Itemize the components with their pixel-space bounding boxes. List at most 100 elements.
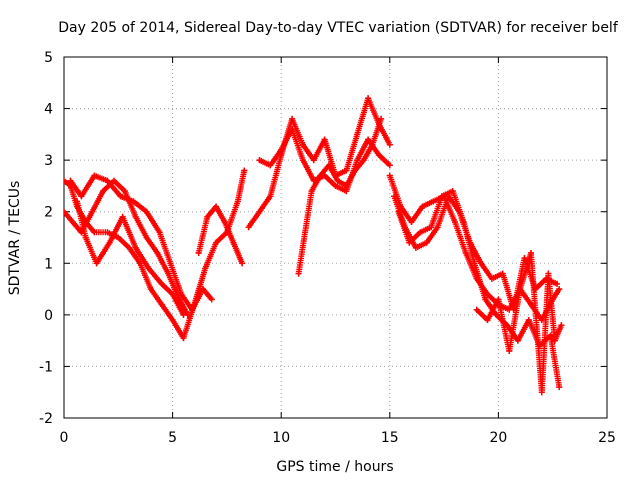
data-point	[278, 146, 285, 153]
data-point	[386, 162, 393, 169]
data-point	[169, 291, 176, 298]
data-point	[117, 193, 124, 200]
data-point	[310, 157, 317, 164]
x-tick-label: 0	[60, 430, 69, 446]
series-track-5	[195, 203, 246, 267]
data-point	[178, 291, 185, 298]
data-point	[202, 265, 209, 272]
data-point	[547, 332, 554, 339]
data-point	[417, 229, 424, 236]
data-point	[386, 172, 393, 179]
data-point	[343, 188, 350, 195]
series-markers	[64, 177, 191, 318]
x-tick-label: 10	[272, 430, 290, 446]
data-point	[189, 306, 196, 313]
data-point	[93, 260, 100, 267]
data-point	[299, 141, 306, 148]
data-point	[180, 335, 187, 342]
data-point	[499, 270, 506, 277]
data-point	[302, 229, 309, 236]
series-markers	[295, 115, 385, 277]
x-tick-label: 25	[598, 430, 616, 446]
data-point	[91, 172, 98, 179]
data-point	[525, 317, 532, 324]
data-point	[428, 224, 435, 231]
series-track-3	[67, 172, 215, 313]
data-point	[180, 311, 187, 318]
data-point	[158, 301, 165, 308]
data-point	[121, 188, 128, 195]
y-tick-label: 0	[44, 308, 53, 324]
data-point	[408, 219, 415, 226]
data-point	[289, 126, 296, 133]
data-point	[478, 260, 485, 267]
data-point	[354, 157, 361, 164]
series-track-7	[256, 126, 393, 195]
data-point	[145, 265, 152, 272]
data-point	[295, 270, 302, 277]
data-point	[514, 337, 521, 344]
x-tick-label: 5	[168, 430, 177, 446]
data-point	[204, 213, 211, 220]
data-point	[406, 239, 413, 246]
data-point	[91, 229, 98, 236]
data-point	[378, 115, 385, 122]
data-point	[308, 188, 315, 195]
y-axis-label: SDTVAR / TECUs	[7, 181, 23, 296]
data-point	[484, 317, 491, 324]
data-series	[64, 95, 565, 396]
data-point	[143, 208, 150, 215]
data-point	[493, 311, 500, 318]
data-point	[325, 162, 332, 169]
data-point	[449, 188, 456, 195]
data-point	[115, 234, 122, 241]
data-point	[556, 384, 563, 391]
data-point	[213, 203, 220, 210]
data-point	[195, 249, 202, 256]
data-point	[143, 234, 150, 241]
data-point	[451, 219, 458, 226]
data-point	[256, 157, 263, 164]
data-point	[230, 239, 237, 246]
data-point	[558, 322, 565, 329]
data-point	[69, 219, 76, 226]
data-point	[104, 177, 111, 184]
data-point	[556, 286, 563, 293]
data-point	[343, 182, 350, 189]
data-point	[484, 291, 491, 298]
data-point	[154, 249, 161, 256]
series-track-2	[64, 177, 191, 318]
data-point	[517, 286, 524, 293]
data-point	[256, 208, 263, 215]
data-point	[245, 224, 252, 231]
data-point	[299, 157, 306, 164]
series-track-12	[473, 249, 565, 396]
y-tick-label: 4	[44, 102, 53, 118]
data-point	[82, 234, 89, 241]
plot-border	[63, 56, 608, 419]
data-point	[267, 193, 274, 200]
y-tick-label: 2	[44, 205, 53, 221]
data-point	[471, 260, 478, 267]
plot-frame	[63, 56, 608, 419]
data-point	[213, 239, 220, 246]
data-point	[167, 260, 174, 267]
data-point	[158, 280, 165, 287]
data-point	[434, 224, 441, 231]
data-point	[78, 193, 85, 200]
data-point	[460, 219, 467, 226]
data-point	[130, 198, 137, 205]
data-point	[289, 115, 296, 122]
data-point	[100, 188, 107, 195]
series-track-8	[295, 115, 385, 277]
data-point	[538, 389, 545, 396]
data-point	[495, 296, 502, 303]
data-point	[64, 177, 67, 184]
data-point	[375, 151, 382, 158]
data-point	[352, 167, 359, 174]
data-point	[241, 167, 248, 174]
data-point	[545, 270, 552, 277]
series-track-1	[64, 167, 248, 342]
data-point	[521, 255, 528, 262]
